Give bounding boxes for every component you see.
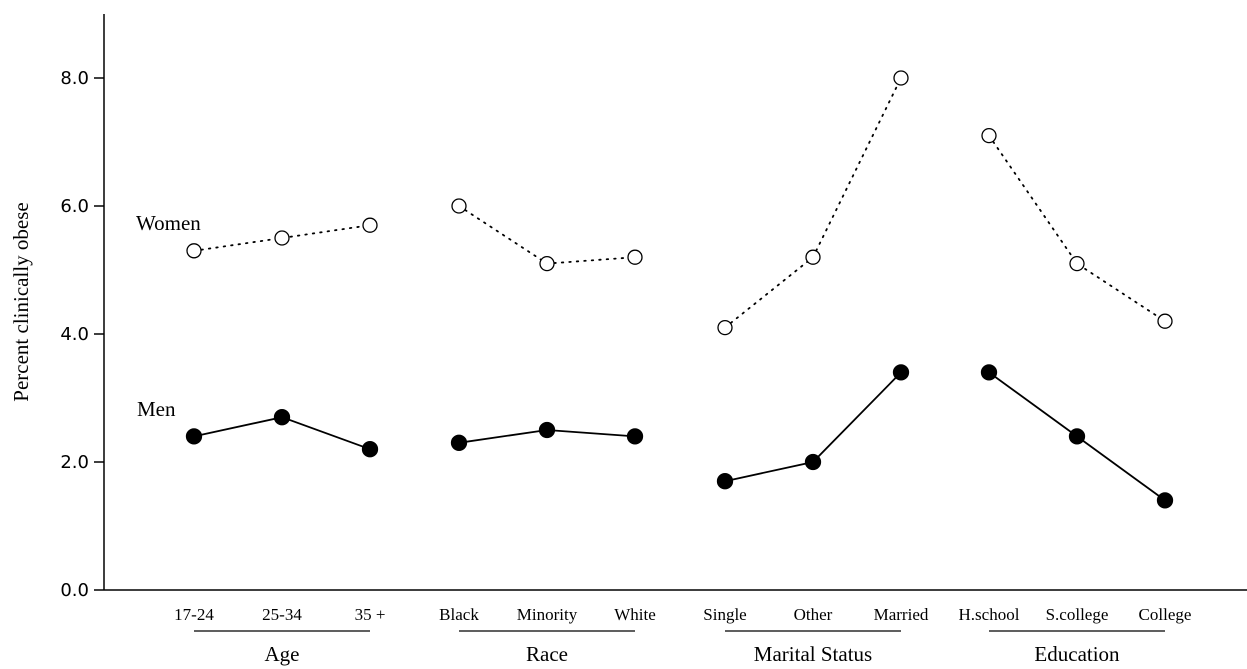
series-line (724, 77, 902, 329)
y-ticks: 0.0 2.0 4.0 6.0 8.0 (60, 68, 104, 601)
y-tick-label: 2.0 (60, 452, 89, 473)
data-point (185, 428, 203, 445)
x-tick-label: 25-34 (262, 605, 302, 624)
series-women (186, 70, 1173, 336)
data-point (627, 249, 643, 265)
series-line (193, 224, 371, 252)
data-point (1156, 492, 1174, 509)
x-tick-label: White (614, 605, 656, 624)
x-tick-label: Minority (517, 605, 578, 624)
group-label: Marital Status (754, 642, 872, 666)
y-tick-label: 8.0 (60, 68, 89, 89)
data-point (892, 364, 910, 381)
data-point (626, 428, 644, 445)
data-point (981, 127, 997, 144)
data-point (893, 70, 909, 86)
y-tick-label: 4.0 (60, 324, 89, 345)
x-tick-label: College (1139, 605, 1192, 624)
data-point (538, 421, 556, 439)
data-point (980, 364, 998, 381)
category-groups: 17-24 25-34 35 + Age Black Minority White Race S… (174, 605, 1191, 666)
x-tick-label: Black (439, 605, 479, 624)
data-point (362, 217, 378, 233)
x-tick-label: 35 + (355, 605, 386, 624)
data-point (451, 198, 467, 214)
data-point (716, 473, 734, 490)
data-point (1069, 255, 1085, 272)
series-men (185, 364, 1174, 509)
data-point (274, 230, 290, 246)
group-label: Education (1034, 642, 1120, 666)
data-point (1068, 428, 1086, 445)
group-label: Age (265, 642, 300, 666)
data-point (450, 434, 468, 451)
group-label: Race (526, 642, 568, 666)
data-point (361, 441, 379, 458)
data-point (273, 409, 291, 426)
x-tick-label: S.college (1046, 605, 1109, 624)
data-point (805, 249, 821, 265)
x-tick-label: Married (874, 605, 929, 624)
x-tick-label: H.school (959, 605, 1020, 624)
x-tick-label: Other (794, 605, 833, 624)
data-point (804, 453, 822, 471)
series-label-women: Women (136, 211, 201, 235)
axes (103, 14, 1247, 591)
series-label-men: Men (137, 397, 176, 421)
y-tick-label: 0.0 (60, 580, 89, 601)
data-point (539, 255, 555, 272)
y-axis-label: Percent clinically obese (9, 202, 33, 401)
data-point (1157, 313, 1173, 329)
x-tick-label: Single (703, 605, 746, 624)
data-point (717, 319, 733, 336)
data-point (186, 243, 202, 259)
data-series (185, 70, 1174, 509)
series-line (458, 205, 636, 265)
x-tick-label: 17-24 (174, 605, 214, 624)
y-tick-label: 6.0 (60, 196, 89, 217)
series-line (988, 134, 1166, 323)
